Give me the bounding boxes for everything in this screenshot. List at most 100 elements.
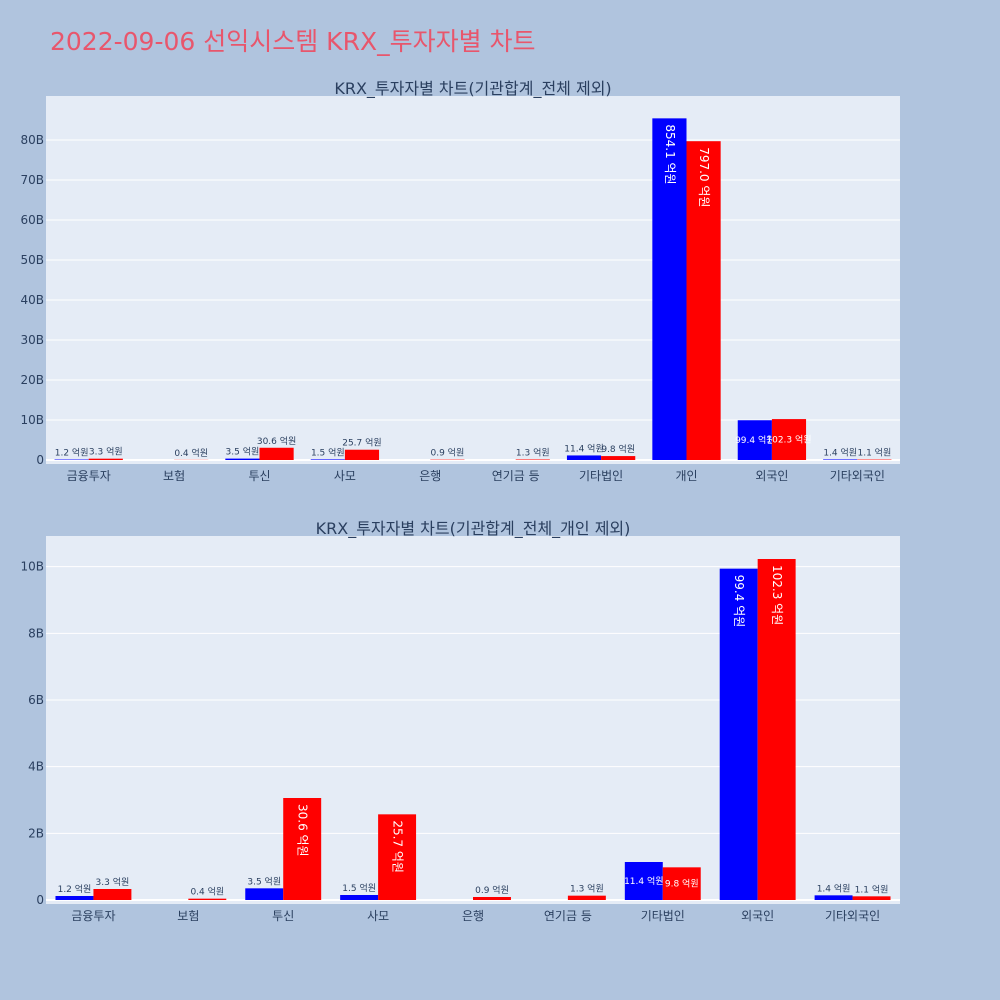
x-tick-label: 사모 <box>367 909 389 923</box>
bar <box>566 455 602 460</box>
y-tick-label: 30B <box>20 333 44 347</box>
chart-title: KRX_투자자별 차트(기관합계_전체 제외) <box>334 79 611 99</box>
y-tick-label: 20B <box>20 373 44 387</box>
x-tick-label: 외국인 <box>755 469 788 483</box>
x-tick-label: 외국인 <box>741 909 774 923</box>
bar <box>55 896 94 900</box>
data-label: 1.2 억원 <box>58 883 92 895</box>
data-label: 30.6 억원 <box>296 804 310 857</box>
y-tick-label: 4B <box>28 760 44 774</box>
data-label: 1.4 억원 <box>817 882 851 894</box>
data-label: 9.8 억원 <box>665 878 699 890</box>
bar <box>652 118 687 461</box>
y-tick-label: 0 <box>36 453 44 467</box>
bar <box>601 456 636 460</box>
data-label: 30.6 억원 <box>257 435 296 447</box>
data-label: 99.4 억원 <box>732 575 746 628</box>
x-tick-label: 보험 <box>177 909 199 923</box>
data-label: 3.3 억원 <box>96 876 130 888</box>
x-tick-label: 보험 <box>163 469 185 483</box>
y-tick-label: 8B <box>28 626 44 640</box>
data-label: 3.5 억원 <box>226 446 260 458</box>
bar <box>737 420 772 460</box>
bar <box>719 568 758 900</box>
data-label: 1.1 억원 <box>855 883 889 895</box>
data-label: 1.4 억원 <box>823 446 857 458</box>
data-label: 1.1 억원 <box>858 447 892 459</box>
y-tick-label: 10B <box>20 413 44 427</box>
chart-bottom: KRX_투자자별 차트(기관합계_전체_개인 제외) 0 2B 4B 6B 8B 10B 금융… <box>20 519 900 923</box>
bar <box>344 449 380 460</box>
bar <box>310 459 345 460</box>
x-tick-label: 기타외국인 <box>830 469 885 483</box>
x-tick-label: 기타법인 <box>579 469 623 483</box>
data-label: 1.5 억원 <box>311 446 345 458</box>
data-label: 0.9 억원 <box>431 447 465 459</box>
data-label: 3.3 억원 <box>89 446 123 458</box>
bar <box>686 141 721 460</box>
bar <box>757 559 796 900</box>
data-label: 0.4 억원 <box>190 886 224 898</box>
data-label: 854.1 억원 <box>663 124 677 184</box>
y-tick-label: 6B <box>28 693 44 707</box>
y-tick-label: 10B <box>20 560 44 574</box>
chart-title: KRX_투자자별 차트(기관합계_전체_개인 제외) <box>316 519 631 539</box>
bar <box>515 459 550 460</box>
x-tick-label: 기타법인 <box>641 909 685 923</box>
bar <box>259 447 294 460</box>
bar <box>662 867 701 900</box>
data-label: 1.5 억원 <box>342 882 376 894</box>
data-label: 11.4 억원 <box>564 442 603 454</box>
data-label: 99.4 억원 <box>735 434 774 446</box>
data-label: 3.5 억원 <box>247 875 281 887</box>
plot-area <box>46 96 900 464</box>
bar <box>567 895 606 900</box>
y-tick-label: 70B <box>20 173 44 187</box>
data-label: 0.4 억원 <box>174 447 208 459</box>
bar <box>340 895 379 900</box>
bar <box>283 798 322 900</box>
bar <box>245 888 284 900</box>
y-tick-label: 80B <box>20 133 44 147</box>
data-label: 25.7 억원 <box>391 820 405 873</box>
data-label: 1.3 억원 <box>570 883 604 895</box>
bar <box>93 889 132 900</box>
y-tick-label: 60B <box>20 213 44 227</box>
bar <box>88 458 123 460</box>
x-tick-label: 투신 <box>272 909 294 923</box>
x-tick-label: 금융투자 <box>71 909 115 923</box>
bar <box>188 898 227 900</box>
y-tick-label: 0 <box>36 893 44 907</box>
data-label: 102.3 억원 <box>766 434 811 446</box>
bar <box>624 862 663 900</box>
x-tick-label: 기타외국인 <box>825 909 880 923</box>
y-tick-label: 50B <box>20 253 44 267</box>
x-tick-label: 금융투자 <box>67 469 111 483</box>
bar <box>852 896 891 900</box>
bar <box>823 459 858 460</box>
data-label: 1.2 억원 <box>55 447 89 459</box>
bar <box>814 895 853 900</box>
chart-top: KRX_투자자별 차트(기관합계_전체 제외) 0 10B 20B 30B 40B 50B 6… <box>20 79 900 483</box>
x-tick-label: 연기금 등 <box>544 909 592 923</box>
data-label: 0.9 억원 <box>475 884 509 896</box>
data-label: 102.3 억원 <box>770 565 784 625</box>
x-tick-label: 은행 <box>419 468 441 483</box>
data-label: 1.3 억원 <box>516 446 550 458</box>
bar <box>771 419 807 460</box>
x-tick-label: 은행 <box>462 908 484 923</box>
x-tick-label: 개인 <box>675 469 697 483</box>
data-label: 11.4 억원 <box>624 875 663 887</box>
bar <box>473 897 511 900</box>
data-label: 25.7 억원 <box>342 437 381 449</box>
data-label: 797.0 억원 <box>697 147 711 207</box>
page-title: 2022-09-06 선익시스템 KRX_투자자별 차트 <box>50 27 536 56</box>
y-tick-label: 40B <box>20 293 44 307</box>
x-tick-label: 사모 <box>334 469 356 483</box>
x-tick-label: 투신 <box>248 469 270 483</box>
bar <box>225 458 260 460</box>
data-label: 9.8 억원 <box>601 443 635 455</box>
bar <box>378 814 417 900</box>
y-tick-label: 2B <box>28 826 44 840</box>
x-tick-label: 연기금 등 <box>492 469 540 483</box>
